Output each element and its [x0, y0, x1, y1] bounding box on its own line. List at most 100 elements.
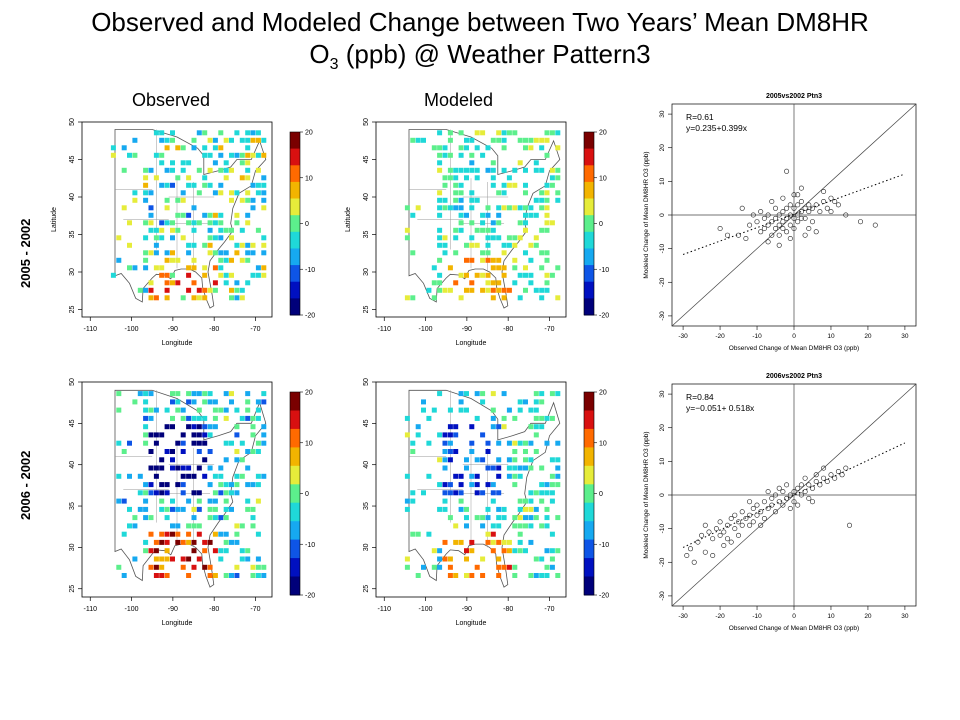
- grid-cell: [506, 473, 512, 479]
- grid-cell: [186, 242, 192, 248]
- y-tick-label: 40: [363, 461, 370, 469]
- x-tick-label: 10: [827, 613, 835, 620]
- grid-cell: [421, 137, 426, 143]
- grid-cell: [544, 137, 550, 143]
- grid-cell: [153, 152, 159, 158]
- grid-cell: [415, 205, 421, 211]
- data-point: [839, 472, 845, 478]
- x-axis-label: Longitude: [162, 620, 193, 627]
- grid-cell: [196, 287, 202, 293]
- grid-cell: [528, 515, 534, 521]
- grid-cell: [121, 449, 127, 454]
- grid-cell: [474, 482, 480, 488]
- grid-cell: [143, 257, 149, 263]
- grid-cell: [148, 449, 154, 454]
- grid-cell: [533, 399, 539, 405]
- grid-cell: [555, 190, 561, 196]
- grid-cell: [501, 548, 507, 554]
- grid-cell: [234, 573, 240, 578]
- grid-cell: [464, 573, 469, 578]
- grid-cell: [116, 564, 122, 570]
- grid-cell: [223, 539, 229, 545]
- data-point: [798, 185, 804, 191]
- grid-cell: [186, 175, 192, 181]
- grid-cell: [549, 175, 555, 181]
- grid-cell: [207, 152, 213, 158]
- grid-cell: [250, 506, 256, 512]
- grid-cell: [464, 556, 469, 562]
- grid-cell: [202, 145, 208, 151]
- colorbar-tick-label: 10: [305, 440, 313, 447]
- grid-cell: [437, 506, 443, 512]
- grid-cell: [469, 197, 475, 203]
- grid-cell: [555, 457, 561, 463]
- grid-cell: [239, 415, 245, 421]
- x-tick-label: -20: [715, 333, 725, 340]
- grid-cell: [180, 415, 186, 421]
- data-point: [806, 209, 812, 215]
- data-point: [802, 215, 808, 221]
- x-tick-label: -80: [209, 606, 219, 613]
- colorbar-segment: [584, 484, 594, 504]
- grid-cell: [148, 515, 154, 521]
- grid-cell: [512, 182, 518, 188]
- grid-cell: [261, 250, 267, 256]
- grid-cell: [437, 227, 443, 233]
- colorbar-segment: [290, 428, 300, 448]
- grid-cell: [539, 399, 545, 405]
- title-line-1: Observed and Modeled Change between Two …: [91, 7, 869, 37]
- grid-cell: [255, 167, 261, 173]
- y-tick-label: -10: [659, 244, 666, 254]
- grid-cell: [517, 506, 523, 512]
- data-point: [739, 509, 745, 515]
- data-point: [784, 168, 790, 174]
- grid-cell: [469, 280, 475, 286]
- grid-cell: [164, 272, 170, 278]
- grid-cell: [148, 391, 154, 397]
- grid-cell: [153, 265, 159, 271]
- grid-cell: [442, 490, 448, 496]
- data-point: [684, 553, 690, 559]
- grid-cell: [239, 548, 245, 554]
- grid-cell: [474, 490, 480, 496]
- x-tick-label: -70: [544, 326, 554, 333]
- grid-cell: [186, 556, 192, 562]
- grid-cell: [501, 265, 507, 271]
- colorbar-tick-label: 20: [305, 130, 313, 137]
- grid-cell: [250, 482, 256, 488]
- grid-cell: [212, 424, 218, 430]
- grid-cell: [261, 440, 267, 446]
- grid-cell: [523, 457, 528, 463]
- data-point: [739, 522, 745, 528]
- grid-cell: [159, 506, 165, 512]
- grid-cell: [421, 399, 426, 405]
- grid-cell: [464, 137, 469, 143]
- grid-cell: [207, 465, 213, 471]
- grid-cell: [212, 137, 218, 143]
- grid-cell: [544, 515, 550, 521]
- grid-cell: [164, 506, 170, 512]
- grid-cell: [234, 220, 240, 226]
- data-point: [761, 499, 767, 505]
- grid-cell: [431, 548, 437, 554]
- grid-cell: [191, 295, 197, 301]
- grid-cell: [170, 523, 175, 529]
- grid-cell: [490, 182, 496, 188]
- grid-cell: [544, 548, 550, 554]
- grid-cell: [127, 152, 132, 158]
- grid-cell: [191, 523, 197, 529]
- grid-cell: [528, 440, 534, 446]
- grid-cell: [501, 424, 507, 430]
- grid-cell: [539, 197, 545, 203]
- grid-cell: [415, 432, 421, 438]
- data-point: [791, 215, 797, 221]
- grid-cell: [239, 137, 245, 143]
- grid-cell: [202, 295, 208, 301]
- grid-cell: [164, 205, 170, 211]
- grid-cell: [544, 257, 550, 263]
- grid-cell: [442, 440, 448, 446]
- grid-cell: [255, 182, 261, 188]
- grid-cell: [234, 152, 240, 158]
- y-tick-label: 45: [363, 419, 370, 427]
- grid-cell: [464, 167, 469, 173]
